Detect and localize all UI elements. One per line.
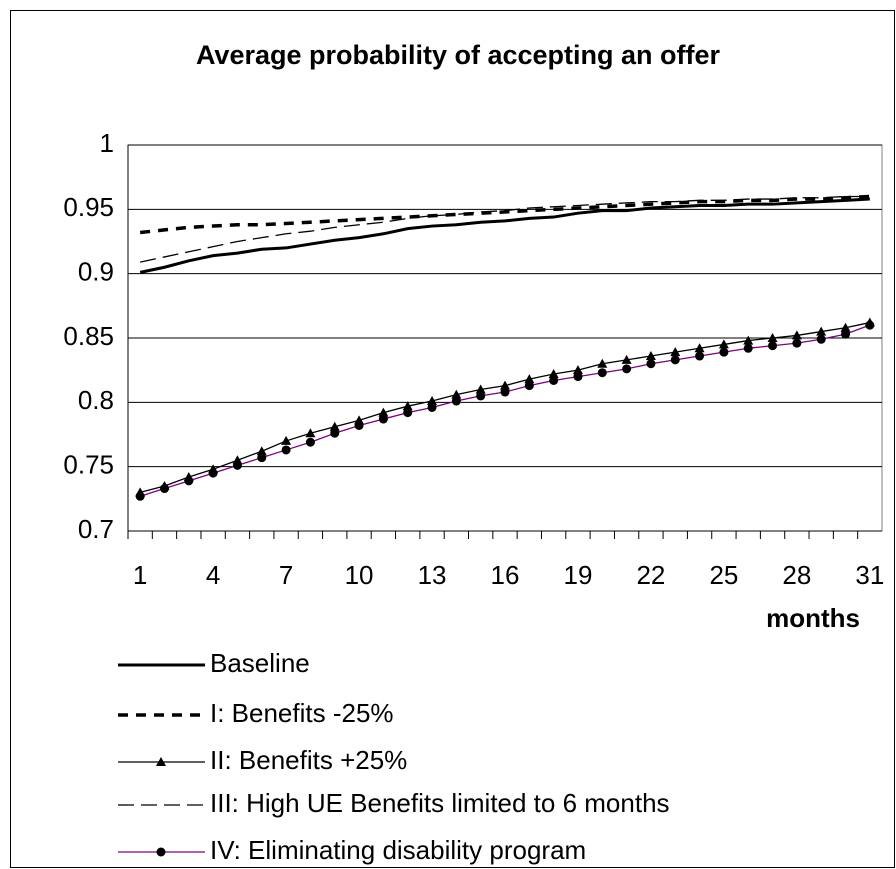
data-point [524,381,534,391]
x-tick-label: 13 [418,560,447,590]
data-point [329,421,340,431]
legend-marker [156,757,166,766]
data-point [865,320,875,330]
data-point [403,408,413,418]
data-point [841,329,851,339]
x-tick-label: 31 [855,560,884,590]
data-point [402,401,413,411]
data-point [840,322,851,332]
y-tick-label: 0.85 [63,321,114,351]
x-tick-label: 1 [133,560,147,590]
data-point [768,341,778,351]
data-point [816,334,826,344]
legend-label: III: High UE Benefits limited to 6 month… [210,788,670,818]
data-point [281,435,292,445]
x-tick-label: 25 [709,560,738,590]
data-point [354,420,364,430]
data-point [767,333,778,342]
series-line [139,194,870,235]
x-tick-label: 10 [345,560,374,590]
y-tick-label: 0.8 [78,385,114,415]
data-point [451,389,462,399]
data-point [281,445,291,455]
data-point [792,338,802,348]
data-point [305,437,315,447]
data-point [646,359,656,369]
legend-label: II: Benefits +25% [210,745,407,775]
data-point [791,330,802,340]
data-point [524,374,535,384]
data-point [256,446,267,456]
data-point [572,365,583,375]
data-point [208,468,218,478]
data-point [670,347,681,357]
data-point [135,491,145,501]
x-tick-label: 22 [636,560,665,590]
data-point [548,369,559,379]
data-point [719,347,729,357]
data-point [378,414,388,424]
legend-marker [156,847,166,857]
y-tick-label: 0.95 [63,192,114,222]
data-point [451,396,461,406]
x-tick-label: 19 [564,560,593,590]
data-point [330,428,340,438]
data-point [573,372,583,382]
data-point [184,476,194,486]
data-point [305,428,316,438]
y-tick-label: 0.75 [63,450,114,480]
data-point [743,343,753,353]
data-point [500,380,510,390]
x-tick-label: 16 [491,560,520,590]
data-point [232,460,242,470]
data-point [257,453,267,463]
series-line [140,195,870,263]
data-point [427,402,437,412]
x-tick-label: 28 [782,560,811,590]
x-tick-label: 4 [206,560,220,590]
legend-label: Baseline [210,648,310,678]
data-point [475,384,486,394]
data-point [816,326,827,336]
data-point [621,354,632,364]
data-point [159,484,169,494]
series-line [139,197,870,274]
data-point [597,368,607,378]
data-point [718,339,729,349]
chart-frame [10,10,895,868]
data-point [645,351,656,361]
data-point [694,343,705,353]
y-tick-label: 1 [100,128,114,158]
y-tick-label: 0.7 [78,514,114,544]
data-point [549,375,559,385]
data-point [500,387,510,397]
legend-label: IV: Eliminating disability program [210,835,586,865]
legend-label: I: Benefits -25% [210,698,394,728]
data-point [378,407,389,417]
data-point [743,335,754,345]
x-tick-label: 7 [279,560,293,590]
data-point [622,364,632,374]
data-point [427,396,438,406]
chart-title: Average probability of accepting an offe… [196,40,721,70]
data-point [597,358,608,368]
data-point [695,351,705,361]
data-point [476,391,486,401]
data-point [670,355,680,365]
y-tick-label: 0.9 [78,257,114,287]
x-axis-label: months [766,603,860,633]
